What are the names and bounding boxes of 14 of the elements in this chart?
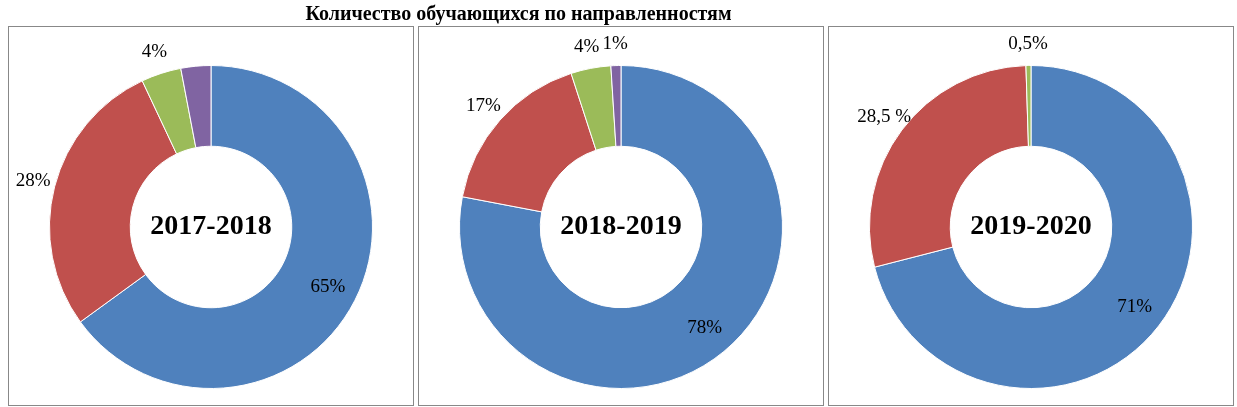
data-label: 71%	[1117, 295, 1153, 317]
data-label: 1%	[602, 31, 629, 53]
text: 2018-2019	[560, 209, 682, 241]
data-label: 65%	[310, 274, 346, 296]
data-label: 0,5%	[1008, 31, 1049, 53]
text: 2019-2020	[970, 209, 1092, 241]
data-label: 28%	[15, 169, 51, 191]
data-label: 4%	[141, 40, 168, 62]
data-label: 78%	[687, 316, 723, 338]
text: Количество обучающихся по направленностям	[304, 1, 733, 26]
text: 2017-2018	[150, 209, 272, 241]
data-label: 17%	[465, 93, 501, 115]
data-label: 28,5 %	[857, 104, 912, 126]
data-label: 4%	[573, 34, 600, 56]
